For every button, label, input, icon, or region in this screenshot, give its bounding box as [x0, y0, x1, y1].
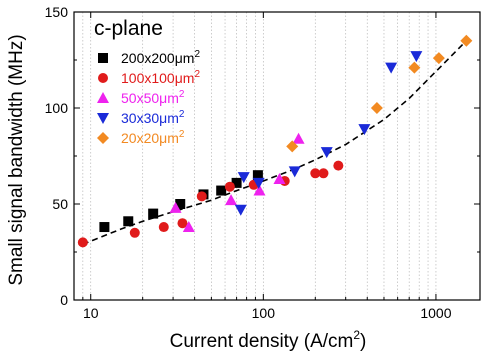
legend-label: 20x20μm2 [121, 129, 185, 146]
legend-label: 30x30μm2 [121, 109, 185, 126]
data-point [175, 199, 186, 209]
legend-marker [98, 53, 108, 63]
x-tick-label: 100 [252, 305, 276, 321]
legend-label: 50x50μm2 [121, 89, 185, 106]
data-point [288, 166, 301, 178]
data-point [432, 52, 445, 65]
legend-marker [97, 92, 109, 103]
data-point [320, 147, 333, 159]
y-tick-label: 50 [52, 196, 68, 212]
data-point [333, 160, 344, 171]
y-tick-label: 150 [45, 4, 69, 20]
data-point [385, 62, 398, 74]
data-point [410, 51, 423, 63]
x-tick-label: 10 [83, 305, 99, 321]
legend-marker [97, 132, 109, 144]
data-point [231, 177, 242, 188]
data-point [273, 173, 286, 185]
data-point [225, 194, 238, 206]
data-point [286, 140, 299, 153]
data-point [408, 61, 421, 74]
y-tick-label: 100 [45, 100, 69, 116]
grid-lines [82, 12, 437, 300]
data-point [123, 216, 134, 227]
data-point [158, 222, 169, 233]
legend-label: 200x200μm2 [121, 49, 200, 66]
data-point [224, 181, 235, 192]
legend-label: 100x100μm2 [121, 69, 200, 86]
legend-marker [97, 113, 109, 124]
data-point [370, 102, 383, 114]
legend: c-plane 200x200μm2 100x100μm2 50x50μm2 30x3… [94, 17, 200, 146]
data-point [99, 222, 110, 233]
data-point [318, 168, 329, 179]
data-point [77, 237, 88, 248]
legend-marker [98, 73, 108, 83]
fit-curve-group [82, 40, 467, 246]
y-tick-label: 0 [60, 292, 68, 308]
data-point [310, 168, 321, 179]
data-point [234, 204, 247, 216]
data-point [216, 185, 227, 196]
x-axis-title: Current density (A/cm2) [170, 328, 367, 352]
legend-title: c-plane [94, 17, 163, 40]
data-point [237, 172, 250, 184]
data-point [129, 227, 140, 238]
data-points [77, 34, 473, 248]
data-point [196, 191, 207, 202]
data-point [252, 177, 265, 189]
y-axis-title: Small signal bandwidth (MHz) [6, 34, 27, 285]
data-point [148, 208, 159, 219]
data-point [460, 34, 473, 47]
data-point [253, 184, 266, 196]
axes: 10 100 1000 0 50 100 150 [45, 4, 480, 321]
data-point [169, 201, 182, 213]
data-point [292, 132, 305, 144]
data-point [252, 170, 263, 181]
data-point [358, 124, 371, 136]
fit-curve [82, 40, 467, 246]
data-point [182, 221, 195, 233]
x-tick-label: 1000 [420, 305, 451, 321]
data-point [177, 218, 188, 229]
